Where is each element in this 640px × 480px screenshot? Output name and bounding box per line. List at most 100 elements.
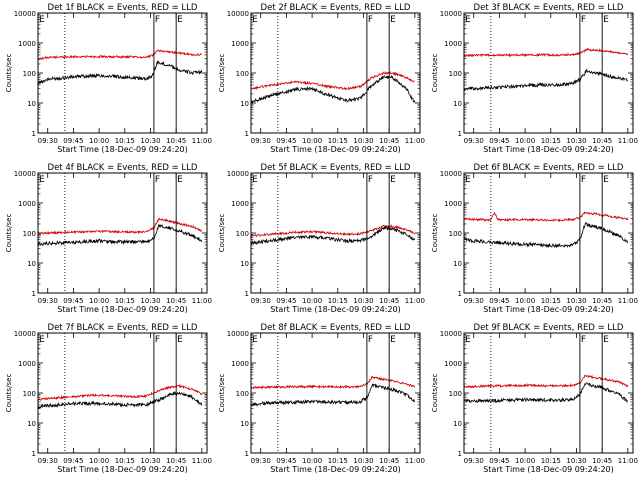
y-tick-label: 100 <box>449 390 462 398</box>
y-tick-label: 10000 <box>227 330 249 338</box>
y-tick-label: 10 <box>453 420 462 428</box>
series-events-line <box>251 74 416 104</box>
x-tick-label: 10:30 <box>140 137 160 145</box>
x-tick-label: 10:00 <box>302 457 322 465</box>
x-tick-label: 10:45 <box>166 297 186 305</box>
y-tick-label: 10000 <box>440 330 462 338</box>
y-tick-label: 1 <box>245 290 249 298</box>
x-tick-label: 10:30 <box>566 457 586 465</box>
region-annotation: F <box>581 15 586 25</box>
x-tick-label: 09:30 <box>251 137 271 145</box>
y-tick-label: 10 <box>453 100 462 108</box>
y-tick-label: 1 <box>245 130 249 138</box>
series-events-line <box>464 69 628 92</box>
region-annotation: E <box>252 15 258 25</box>
panel-det-5: Det 5f BLACK = Events, RED = LLD Counts/s… <box>218 163 425 314</box>
x-tick-label: 10:00 <box>89 457 109 465</box>
y-tick-label: 100 <box>449 230 462 238</box>
y-axis-label: Counts/sec <box>5 214 13 253</box>
series-events-line <box>38 390 203 409</box>
panel-det-2: Det 2f BLACK = Events, RED = LLD Counts/s… <box>218 3 425 154</box>
y-tick-label: 1 <box>32 450 36 458</box>
region-annotation: E <box>390 175 396 185</box>
x-tick-label: 09:30 <box>251 457 271 465</box>
x-axis-label: Start Time (18-Dec-09 09:24:20) <box>270 465 401 474</box>
y-tick-label: 100 <box>23 230 36 238</box>
region-annotation: E <box>465 175 471 185</box>
panel-det-4: Det 4f BLACK = Events, RED = LLD Counts/s… <box>5 163 212 314</box>
y-tick-label: 100 <box>236 70 249 78</box>
y-tick-label: 1 <box>458 130 462 138</box>
y-tick-label: 100 <box>23 70 36 78</box>
region-annotation: E <box>603 335 609 345</box>
region-annotation: E <box>177 175 183 185</box>
panel-det-7: Det 7f BLACK = Events, RED = LLD Counts/s… <box>5 323 212 474</box>
x-tick-label: 10:15 <box>541 297 561 305</box>
x-tick-label: 11:00 <box>618 297 638 305</box>
plot-frame <box>250 332 421 454</box>
x-tick-label: 10:30 <box>353 137 373 145</box>
y-tick-label: 10000 <box>14 10 36 18</box>
y-tick-label: 1000 <box>444 360 462 368</box>
x-tick-label: 09:45 <box>63 137 83 145</box>
x-tick-label: 09:30 <box>464 457 484 465</box>
x-tick-label: 10:45 <box>379 297 399 305</box>
plot-frame <box>37 332 208 454</box>
x-axis-label: Start Time (18-Dec-09 09:24:20) <box>57 145 188 154</box>
y-tick-label: 1000 <box>444 40 462 48</box>
y-axis-label: Counts/sec <box>5 54 13 93</box>
x-tick-label: 09:45 <box>489 297 509 305</box>
x-tick-label: 10:45 <box>592 297 612 305</box>
x-axis-label: Start Time (18-Dec-09 09:24:20) <box>483 305 614 314</box>
x-tick-label: 09:30 <box>464 137 484 145</box>
y-tick-label: 10000 <box>14 330 36 338</box>
series-events-line <box>251 225 416 246</box>
x-tick-label: 10:15 <box>328 297 348 305</box>
panel-title: Det 1f BLACK = Events, RED = LLD <box>48 3 198 13</box>
x-tick-label: 09:45 <box>276 297 296 305</box>
y-tick-label: 100 <box>23 390 36 398</box>
x-tick-label: 10:30 <box>566 137 586 145</box>
region-annotation: E <box>39 15 45 25</box>
x-tick-label: 10:15 <box>328 137 348 145</box>
y-tick-label: 1000 <box>231 360 249 368</box>
x-tick-label: 10:30 <box>140 457 160 465</box>
x-tick-label: 10:30 <box>353 297 373 305</box>
x-tick-label: 10:15 <box>115 297 135 305</box>
y-tick-label: 1000 <box>18 360 36 368</box>
series-lld-line <box>38 383 203 401</box>
panel-det-8: Det 8f BLACK = Events, RED = LLD Counts/s… <box>218 323 425 474</box>
x-tick-label: 09:45 <box>276 457 296 465</box>
series-events-line <box>38 59 203 86</box>
y-tick-label: 1000 <box>231 40 249 48</box>
x-tick-label: 09:30 <box>464 297 484 305</box>
x-tick-label: 09:45 <box>489 457 509 465</box>
series-events-line <box>38 223 203 247</box>
region-annotation: E <box>390 15 396 25</box>
y-tick-label: 1 <box>245 450 249 458</box>
region-annotation: F <box>581 175 586 185</box>
panel-title: Det 8f BLACK = Events, RED = LLD <box>261 323 411 333</box>
plot-frame <box>250 12 421 134</box>
x-tick-label: 11:00 <box>405 137 425 145</box>
x-axis-label: Start Time (18-Dec-09 09:24:20) <box>483 145 614 154</box>
x-tick-label: 09:45 <box>489 137 509 145</box>
region-annotation: E <box>252 335 258 345</box>
y-tick-label: 1 <box>32 290 36 298</box>
series-lld-line <box>38 217 203 236</box>
x-tick-label: 10:45 <box>166 137 186 145</box>
y-tick-label: 10 <box>27 420 36 428</box>
x-tick-label: 09:45 <box>276 137 296 145</box>
region-annotation: E <box>603 175 609 185</box>
x-tick-label: 10:30 <box>140 297 160 305</box>
x-tick-label: 10:00 <box>515 457 535 465</box>
x-tick-label: 11:00 <box>192 457 212 465</box>
x-tick-label: 11:00 <box>405 297 425 305</box>
x-tick-label: 09:30 <box>251 297 271 305</box>
region-annotation: F <box>155 335 160 345</box>
region-annotation: F <box>368 335 373 345</box>
x-tick-label: 10:00 <box>302 297 322 305</box>
panel-title: Det 4f BLACK = Events, RED = LLD <box>48 163 198 173</box>
x-tick-label: 11:00 <box>192 297 212 305</box>
